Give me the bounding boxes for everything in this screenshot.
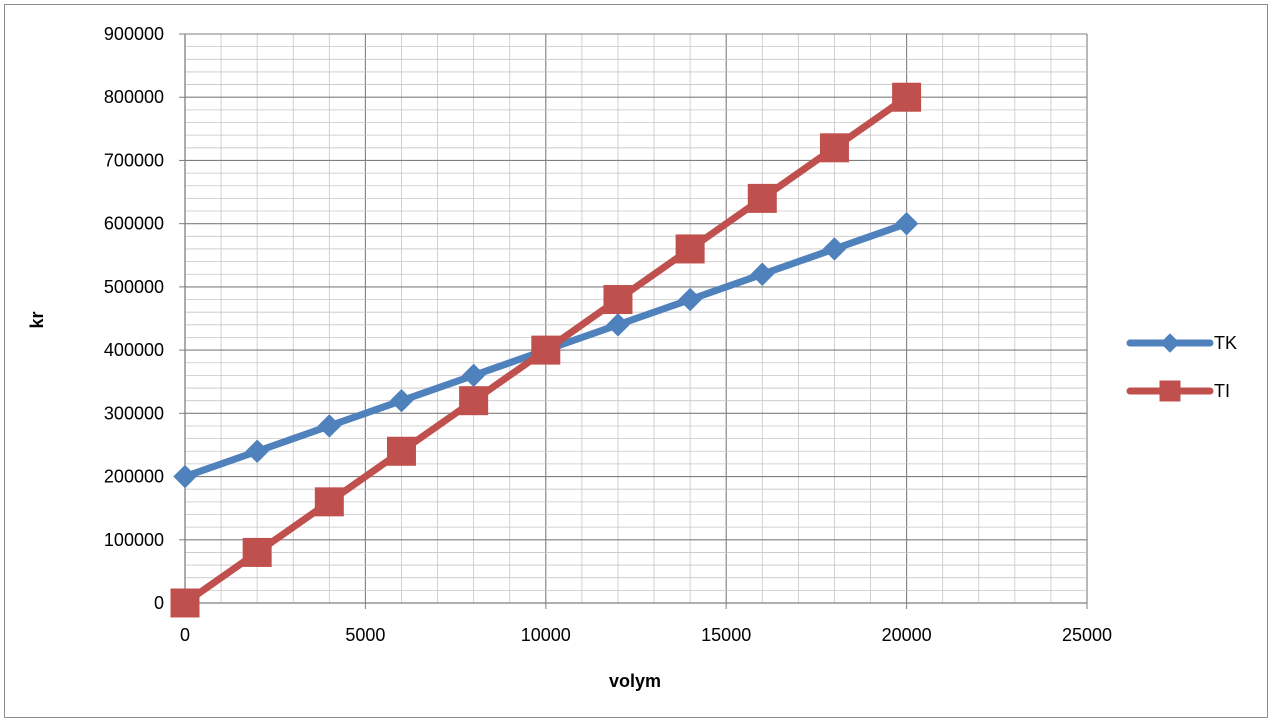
data-point-ti (459, 386, 489, 416)
legend: TK TI (1126, 333, 1237, 402)
y-tick-label: 0 (154, 593, 164, 613)
data-point-ti (242, 537, 272, 567)
y-tick-label: 500000 (104, 277, 164, 297)
y-tick-label: 800000 (104, 87, 164, 107)
x-tick-label: 5000 (345, 625, 385, 645)
data-point-ti (892, 82, 922, 112)
y-tick-label: 400000 (104, 340, 164, 360)
y-tick-label: 700000 (104, 150, 164, 170)
data-point-ti (675, 234, 705, 264)
legend-label-tk: TK (1214, 333, 1237, 353)
x-axis-ticks: 0 5000 10000 15000 20000 25000 (180, 603, 1112, 645)
x-tick-label: 20000 (882, 625, 932, 645)
series-ti (170, 82, 922, 618)
legend-marker-tk (1160, 333, 1180, 353)
y-axis-title: kr (27, 311, 47, 328)
axes (184, 34, 1087, 604)
data-point-ti (314, 487, 344, 517)
x-axis-title: volym (609, 671, 661, 691)
legend-label-ti: TI (1214, 381, 1230, 401)
legend-marker-ti (1159, 380, 1181, 402)
data-point-ti (603, 285, 633, 315)
data-point-tk (245, 439, 269, 463)
y-tick-label: 300000 (104, 403, 164, 423)
data-point-tk (317, 414, 342, 438)
y-tick-label: 200000 (104, 467, 164, 487)
data-point-ti (386, 436, 416, 466)
data-point-tk (461, 363, 486, 388)
data-point-tk (822, 237, 847, 261)
x-tick-label: 10000 (521, 625, 571, 645)
data-point-ti (747, 183, 777, 213)
data-point-tk (894, 211, 919, 236)
x-tick-label: 25000 (1062, 625, 1112, 645)
chart-frame (4, 4, 1268, 718)
y-axis-ticks: 0 100000 200000 300000 400000 500000 600000 700… (104, 24, 185, 613)
data-point-tk (606, 313, 630, 337)
series-layer (170, 82, 922, 618)
y-tick-label: 600000 (104, 214, 164, 234)
data-point-ti (170, 588, 200, 618)
data-point-ti (819, 133, 849, 163)
data-point-tk (389, 388, 414, 413)
data-point-ti (531, 335, 561, 365)
x-tick-label: 15000 (701, 625, 751, 645)
y-tick-label: 100000 (104, 530, 164, 550)
legend-item-ti: TI (1126, 380, 1230, 402)
data-point-tk (173, 464, 197, 489)
legend-item-tk: TK (1126, 333, 1237, 353)
x-tick-label: 0 (180, 625, 190, 645)
data-point-tk (678, 287, 702, 312)
y-tick-label: 900000 (104, 24, 164, 44)
data-point-tk (750, 262, 774, 286)
